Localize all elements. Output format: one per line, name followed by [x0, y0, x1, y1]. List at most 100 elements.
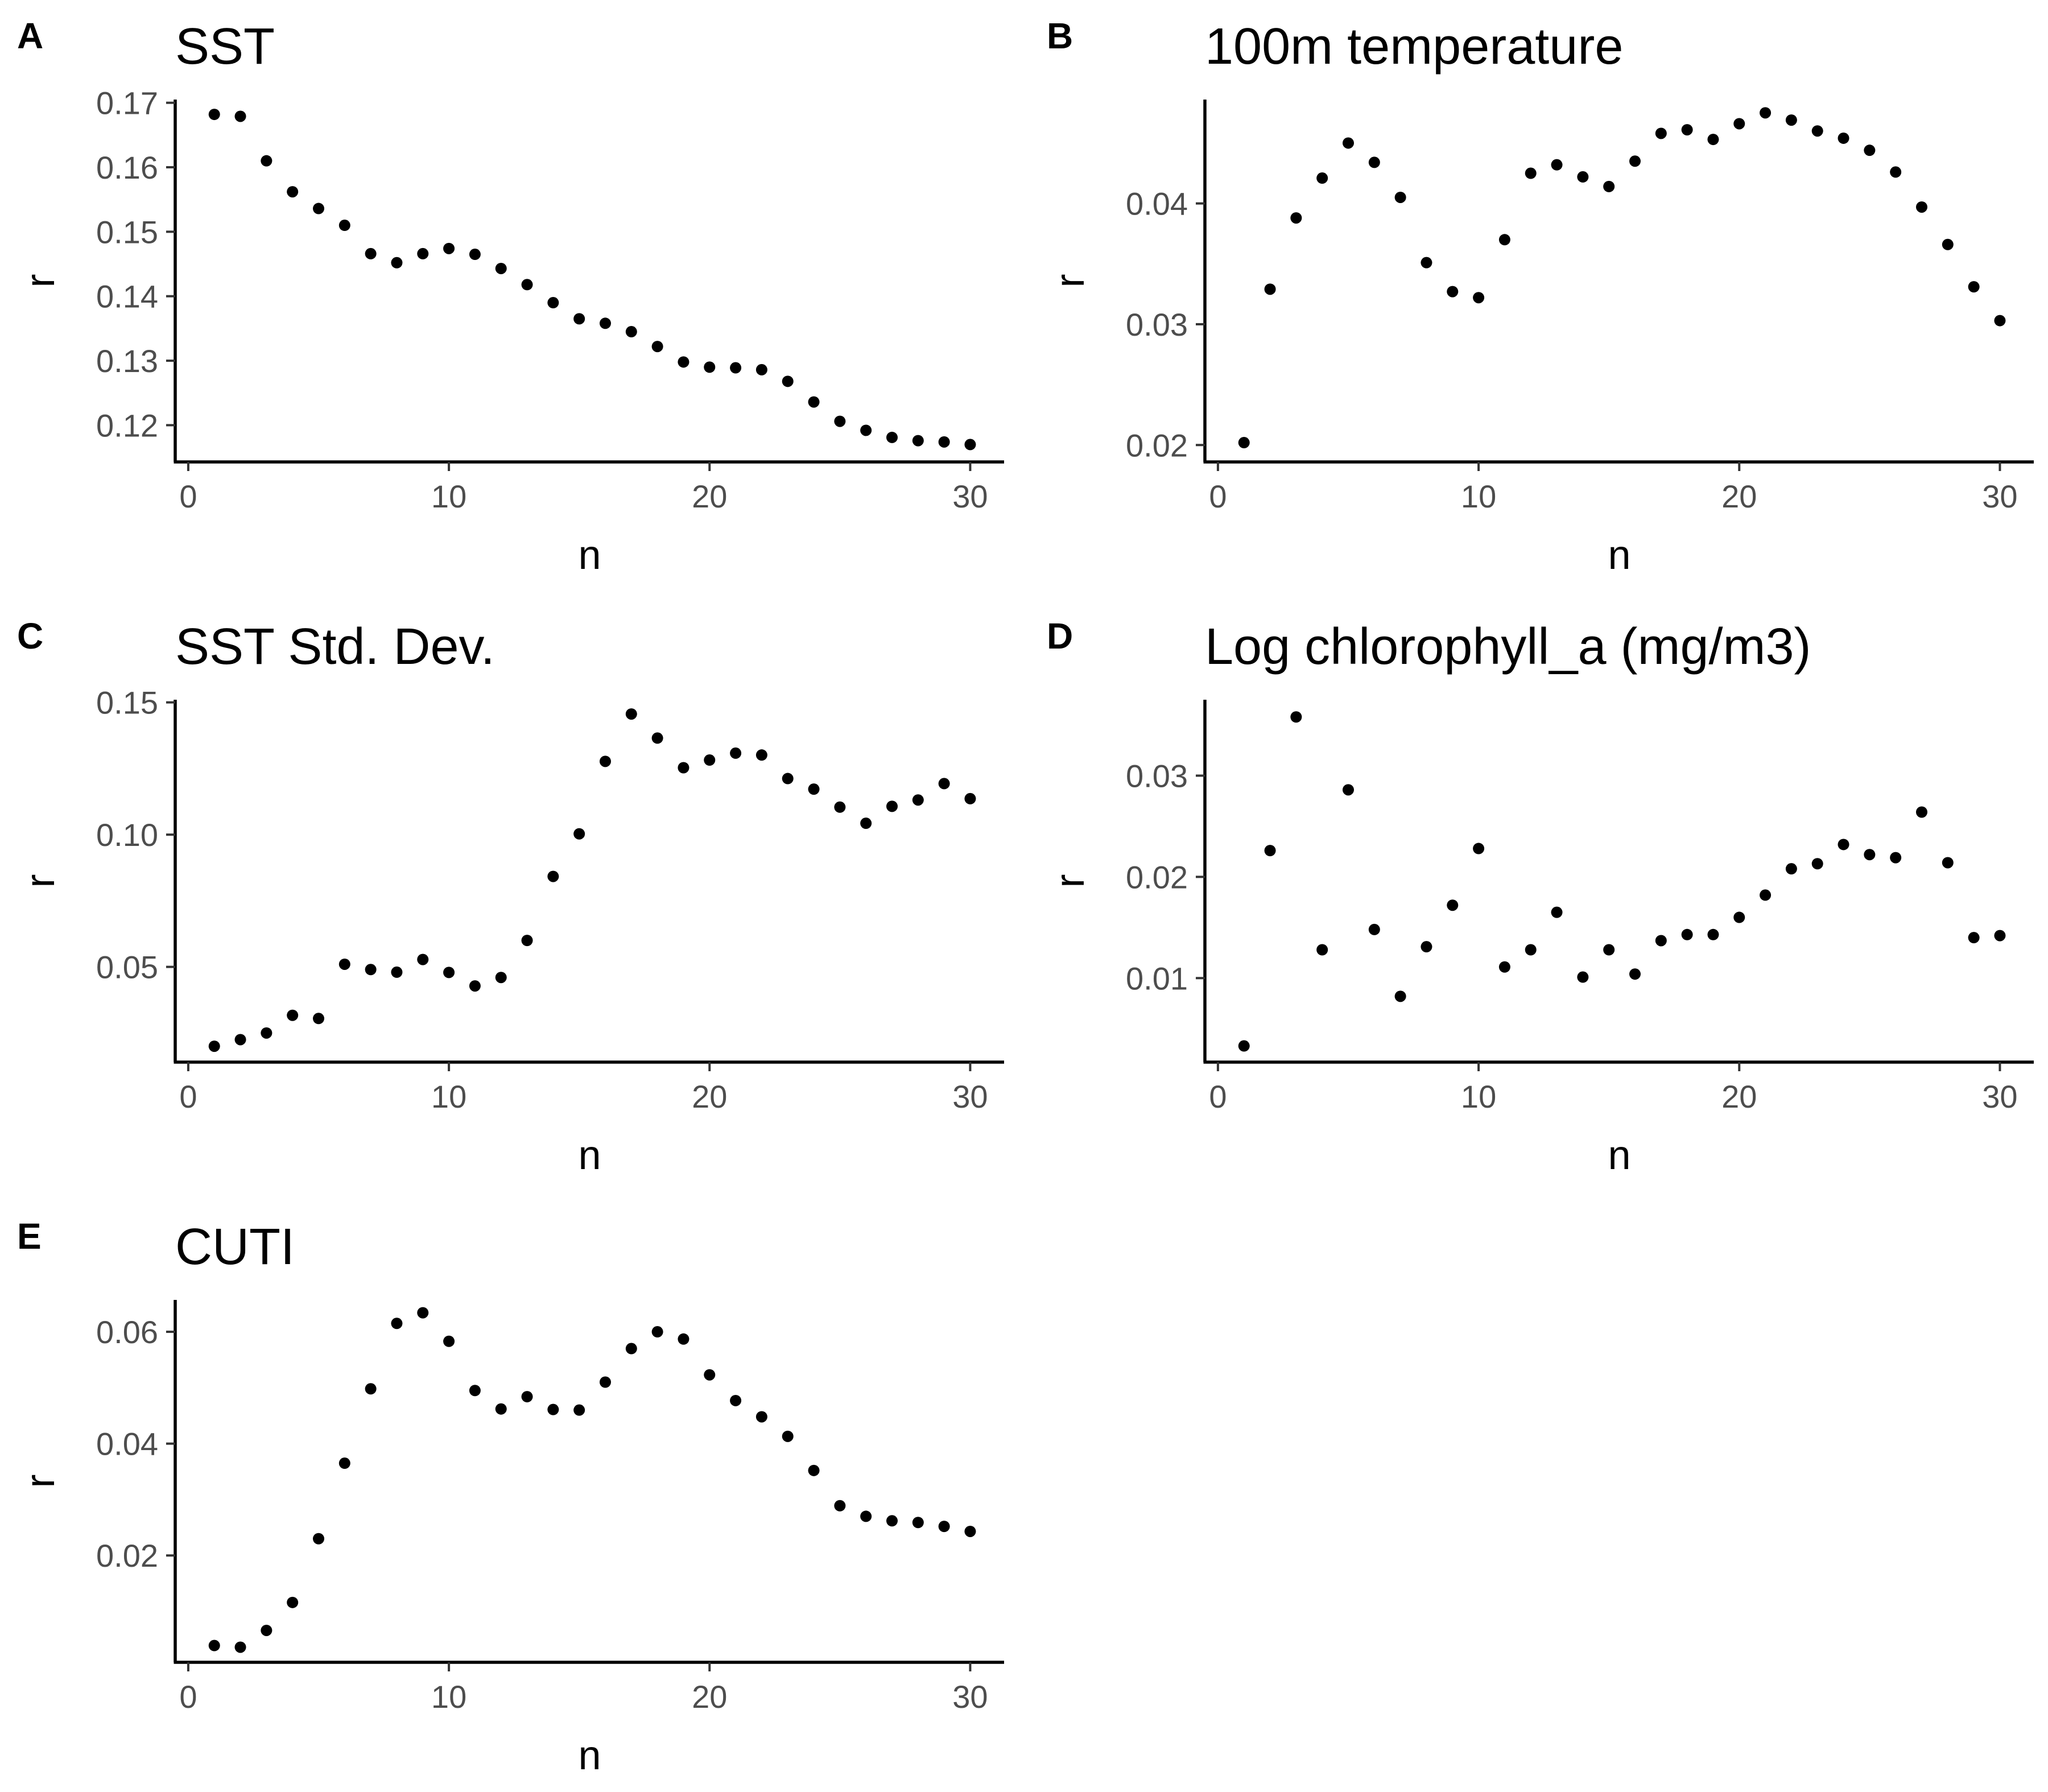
data-point: [573, 1404, 585, 1416]
data-point: [391, 257, 403, 269]
data-point: [234, 1641, 246, 1653]
x-tick-label: 20: [1721, 1079, 1757, 1114]
data-point: [261, 1624, 272, 1636]
data-point: [573, 828, 585, 840]
x-tick-label: 0: [1209, 478, 1227, 514]
data-point: [338, 1457, 350, 1469]
panel-c: C SST Std. Dev. 0 10 20 30 0.05 0.10 0.15 n r: [17, 616, 1004, 1178]
data-point: [417, 953, 429, 965]
data-point: [599, 317, 611, 329]
data-point: [1760, 889, 1772, 901]
data-point: [782, 375, 794, 387]
panel-tag: A: [17, 15, 43, 56]
panel-b: B 100m temperature 0 10 20 30 0.02 0.03 0.04 n r: [1047, 15, 2034, 578]
data-point: [521, 1391, 533, 1403]
data-point: [912, 1517, 924, 1529]
data-point: [1368, 923, 1380, 935]
data-point: [1838, 132, 1849, 144]
data-point: [234, 110, 246, 122]
data-point: [1915, 201, 1927, 213]
y-axis-title: r: [18, 874, 63, 888]
x-tick-label: 20: [692, 1079, 727, 1114]
data-point: [1629, 968, 1641, 980]
data-point: [1968, 932, 1980, 944]
data-point: [1785, 114, 1797, 126]
data-point: [547, 870, 559, 882]
x-axis-title: n: [578, 1733, 601, 1778]
data-point: [808, 396, 820, 408]
data-point: [1498, 961, 1510, 973]
data-point: [625, 1343, 637, 1355]
x-tick-label: 0: [179, 1079, 197, 1114]
data-point: [287, 1596, 299, 1608]
data-point: [912, 794, 924, 806]
y-tick-label: 0.15: [96, 214, 158, 250]
data-point: [599, 755, 611, 767]
data-point: [1681, 928, 1693, 940]
data-point: [1890, 166, 1902, 178]
data-point: [938, 436, 950, 448]
x-tick-label: 10: [431, 1079, 466, 1114]
y-axis-title: r: [18, 1475, 63, 1488]
data-point: [495, 262, 507, 274]
data-point: [625, 708, 637, 720]
data-point: [391, 1318, 403, 1329]
data-point: [1733, 911, 1745, 923]
data-point: [808, 783, 820, 795]
x-tick-label: 10: [431, 1679, 466, 1715]
y-tick-label: 0.06: [96, 1314, 158, 1350]
data-point: [208, 1640, 220, 1651]
data-point: [495, 972, 507, 984]
data-point: [1707, 928, 1719, 940]
data-point: [1421, 257, 1432, 269]
data-point: [1629, 155, 1641, 167]
data-point: [782, 1430, 794, 1442]
x-tick-label: 0: [179, 1679, 197, 1715]
data-point: [651, 341, 663, 353]
data-point: [521, 935, 533, 947]
y-tick-label: 0.15: [96, 685, 158, 721]
data-point: [599, 1376, 611, 1388]
data-point: [1316, 944, 1328, 956]
y-tick-label: 0.04: [96, 1426, 158, 1462]
data-point: [338, 958, 350, 970]
y-tick-label: 0.03: [1126, 307, 1188, 342]
data-point: [704, 754, 716, 766]
data-point: [1707, 134, 1719, 146]
y-tick-label: 0.02: [96, 1538, 158, 1574]
y-tick-label: 0.01: [1126, 960, 1188, 996]
data-point: [365, 247, 377, 259]
data-point: [443, 967, 455, 978]
data-point: [704, 361, 716, 373]
panel-e: E CUTI 0 10 20 30 0.02 0.04 0.06 n r: [17, 1216, 1004, 1778]
data-point: [312, 1533, 324, 1545]
data-point: [1942, 238, 1954, 250]
data-point: [1655, 935, 1667, 947]
data-point: [391, 966, 403, 978]
data-point: [469, 980, 481, 992]
data-point: [338, 220, 350, 232]
data-point: [1447, 286, 1459, 298]
panel-tag: D: [1047, 616, 1073, 656]
data-point: [1394, 990, 1406, 1002]
data-point: [1890, 852, 1902, 864]
data-point: [1811, 125, 1823, 137]
data-point: [782, 773, 794, 784]
data-point: [1811, 858, 1823, 870]
data-point: [860, 424, 872, 436]
data-point: [1551, 906, 1563, 918]
data-point: [443, 1335, 455, 1347]
data-point: [730, 1394, 742, 1406]
data-point: [1525, 167, 1537, 179]
data-point: [547, 1403, 559, 1415]
data-point: [1394, 191, 1406, 203]
data-point: [704, 1369, 716, 1381]
data-point: [495, 1403, 507, 1415]
data-point: [1264, 845, 1276, 857]
data-point: [834, 415, 846, 427]
data-point: [678, 356, 689, 368]
panel-title: CUTI: [175, 1219, 295, 1275]
y-axis-title: r: [1047, 874, 1093, 888]
x-tick-label: 10: [431, 478, 466, 514]
